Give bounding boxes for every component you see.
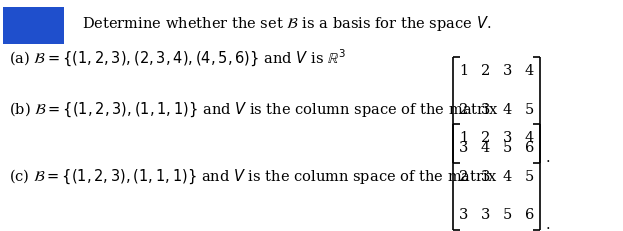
Text: 5: 5 [525,170,534,184]
Text: 2: 2 [459,103,468,117]
Text: Determine whether the set $\mathcal{B}$ is a basis for the space $V$.: Determine whether the set $\mathcal{B}$ … [82,14,492,33]
Text: 2: 2 [459,170,468,184]
Text: 4: 4 [503,170,512,184]
Text: 6: 6 [525,141,534,155]
Text: (b) $\mathcal{B} = \{(1, 2, 3), (1, 1, 1)\}$ and $V$ is the column space of the : (b) $\mathcal{B} = \{(1, 2, 3), (1, 1, 1… [9,100,498,119]
Text: 2: 2 [481,64,490,78]
FancyBboxPatch shape [3,7,64,44]
Text: 3: 3 [481,103,490,117]
Text: 2: 2 [481,131,490,145]
Text: 4: 4 [503,103,512,117]
Text: 1: 1 [459,131,468,145]
Text: 3: 3 [503,131,512,145]
Text: 3: 3 [459,208,468,222]
Text: 3: 3 [459,141,468,155]
Text: 4: 4 [525,131,534,145]
Text: 5: 5 [503,141,512,155]
Text: .: . [545,218,550,231]
Text: 4: 4 [481,141,490,155]
Text: 4: 4 [525,64,534,78]
Text: 5: 5 [525,103,534,117]
Text: 3: 3 [481,208,490,222]
Text: (c) $\mathcal{B} = \{(1, 2, 3), (1, 1, 1)\}$ and $V$ is the column space of the : (c) $\mathcal{B} = \{(1, 2, 3), (1, 1, 1… [9,167,497,186]
Text: (a) $\mathcal{B} = \{(1, 2, 3), (2, 3, 4), (4, 5, 6)\}$ and $V$ is $\mathbb{R}^3: (a) $\mathcal{B} = \{(1, 2, 3), (2, 3, 4… [9,48,346,69]
Text: 5: 5 [503,208,512,222]
Text: 1: 1 [459,64,468,78]
Text: 6: 6 [525,208,534,222]
Text: 3: 3 [503,64,512,78]
Text: .: . [545,151,550,165]
Text: 3: 3 [481,170,490,184]
